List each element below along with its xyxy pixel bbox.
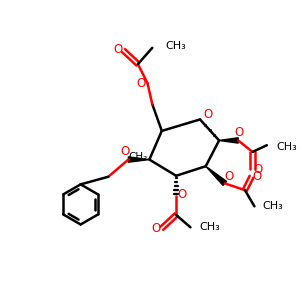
Text: O: O (235, 126, 244, 139)
Text: O: O (120, 146, 129, 158)
Text: CH₃: CH₃ (199, 222, 220, 232)
Text: CH₃: CH₃ (166, 41, 186, 51)
Text: O: O (203, 108, 212, 121)
Text: O: O (177, 188, 187, 201)
Text: O: O (136, 77, 146, 90)
Text: O: O (152, 222, 161, 235)
Text: CH₃: CH₃ (276, 142, 297, 152)
Polygon shape (206, 166, 226, 185)
Polygon shape (219, 138, 238, 143)
Text: O: O (254, 163, 263, 176)
Text: CH₂: CH₂ (128, 152, 148, 162)
Polygon shape (128, 157, 149, 162)
Text: O: O (224, 170, 233, 183)
Text: O: O (113, 43, 122, 56)
Text: O: O (253, 170, 262, 183)
Text: CH₃: CH₃ (262, 201, 283, 211)
